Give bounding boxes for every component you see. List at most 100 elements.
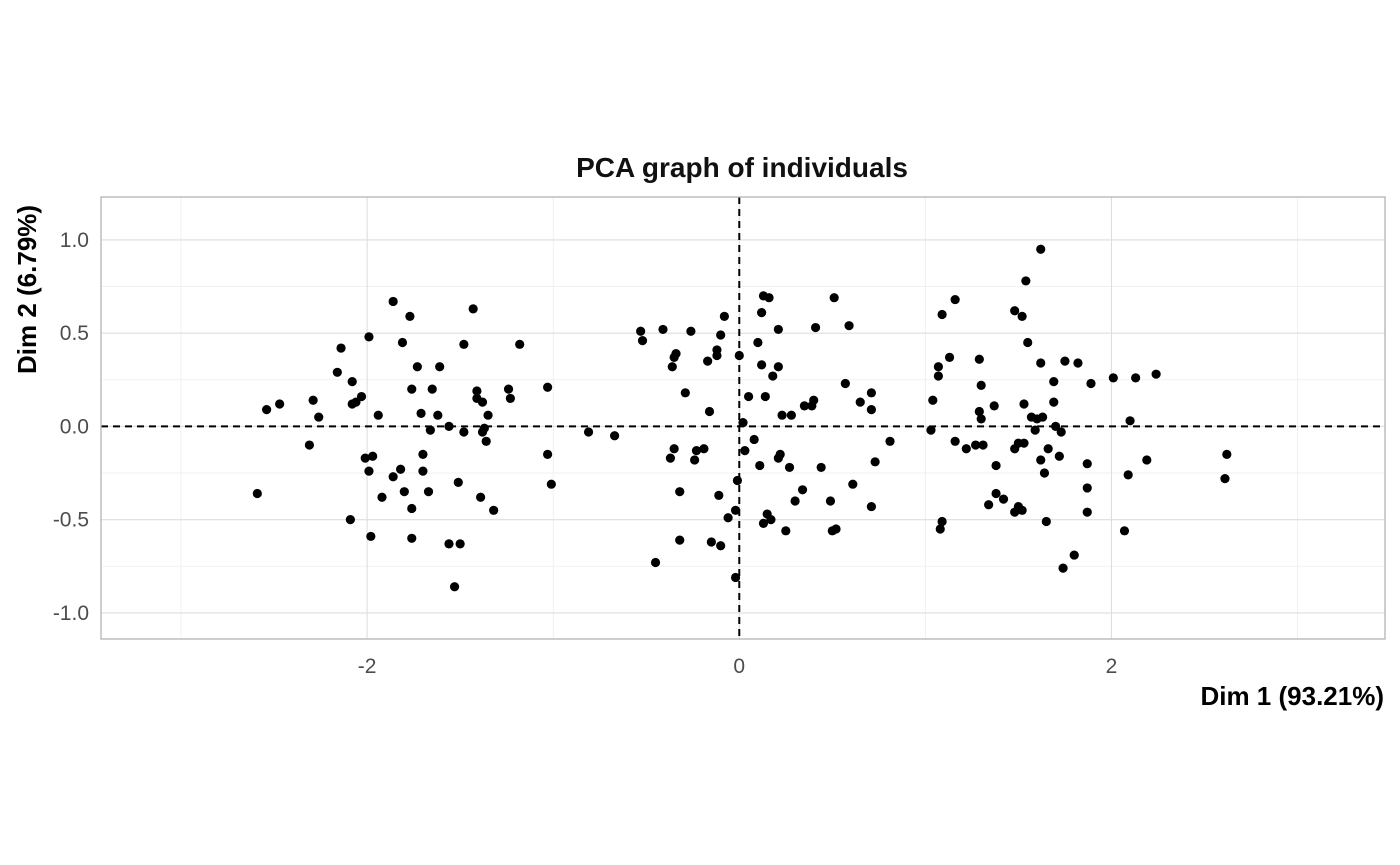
data-point [704,406,715,417]
x-tick-label: 0 [733,655,745,678]
data-point [407,533,417,543]
data-point [690,455,700,465]
data-point [366,531,376,542]
y-tick-label: -0.5 [53,509,89,532]
y-tick-labels: -1.0 -0.5 0.0 0.5 1.0 [53,229,89,625]
data-point [665,453,676,463]
data-point [675,535,685,545]
data-point [831,524,841,534]
data-point [407,503,417,514]
data-point [773,362,783,372]
data-point [483,410,493,420]
data-point [1058,563,1068,573]
data-point [1151,369,1161,379]
data-point [336,343,346,353]
data-point [503,384,514,394]
data-point [1082,459,1092,469]
data-point [373,410,383,420]
data-point [368,451,378,461]
data-point [347,377,357,387]
data-point [885,436,895,446]
data-point [515,339,525,349]
data-point [998,494,1009,504]
data-point [1220,474,1230,484]
data-point [314,412,324,422]
data-point [1073,358,1083,368]
data-point [1142,455,1152,465]
data-point [671,349,681,359]
data-point [412,362,422,372]
data-point [546,479,556,489]
data-point [738,418,748,428]
data-point [449,582,460,592]
data-point [583,427,594,437]
data-point [699,444,709,454]
data-point [1086,378,1096,389]
data-point [870,457,880,467]
data-point [703,356,713,366]
data-point [275,399,285,409]
data-point [479,423,489,433]
data-point [797,485,808,495]
data-point [933,362,943,372]
x-tick-labels: -2 0 2 [358,655,1118,678]
data-point [459,427,469,437]
data-point [1082,483,1092,493]
data-point [935,524,945,534]
data-point [1049,377,1059,387]
data-point [991,488,1001,499]
data-point [950,436,960,446]
data-point [757,308,767,318]
data-point [1019,438,1029,448]
data-point [989,401,999,411]
data-point [405,311,415,321]
data-point [784,462,795,473]
data-point [866,388,877,398]
data-point [416,408,426,418]
data-point [543,382,553,392]
data-point [768,371,778,381]
data-point [928,395,938,405]
data-point [396,464,406,474]
data-point [489,505,499,515]
data-point [423,487,434,497]
data-point [356,391,367,402]
data-point [364,332,374,342]
data-point [1036,244,1046,254]
data-point [1036,358,1046,368]
data-point [1056,427,1066,437]
data-point [723,513,733,523]
data-point [610,431,620,441]
data-point [308,395,318,405]
data-point [543,449,553,459]
data-point [926,425,936,435]
data-point [730,505,741,515]
data-point [1108,373,1118,383]
data-point [455,539,465,549]
x-axis-title: Dim 1 (93.21%) [1200,681,1384,711]
data-point [444,421,454,431]
data-point [476,492,486,502]
data-point [730,572,741,583]
data-point [418,466,428,476]
data-point [1119,526,1130,536]
data-point [937,516,947,527]
data-point [636,326,646,336]
data-point [1010,306,1020,316]
data-point [825,496,836,506]
data-point [773,324,783,335]
data-point [712,345,722,355]
data-point [866,501,877,512]
data-point [749,434,759,445]
data-point [691,446,702,456]
data-point [1043,444,1053,454]
data-point [1054,451,1064,461]
data-point [1039,468,1050,478]
data-point [675,487,685,497]
data-point [252,488,262,499]
data-point [304,440,315,450]
data-point [481,436,491,446]
data-point [407,384,417,394]
data-point [1041,516,1051,527]
